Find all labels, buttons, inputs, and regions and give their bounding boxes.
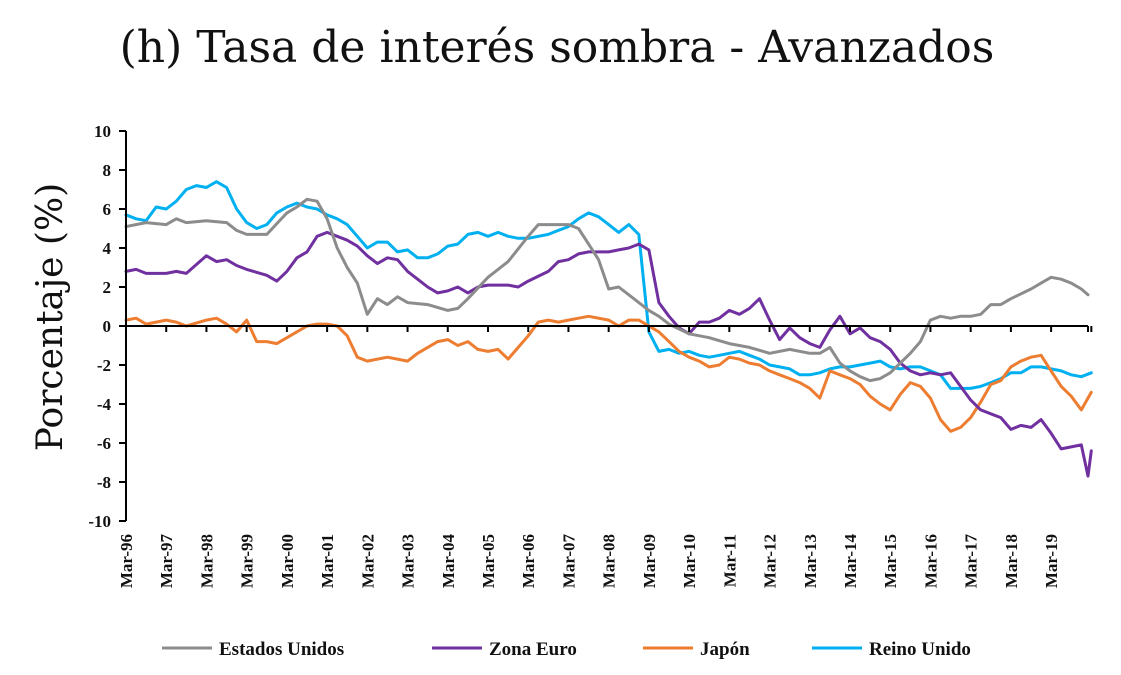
legend-label: Zona Euro bbox=[489, 639, 577, 660]
chart-title: (h) Tasa de interés sombra - Avanzados bbox=[120, 22, 995, 73]
x-tick-label: Mar-15 bbox=[881, 534, 900, 588]
x-tick-label: Mar-09 bbox=[640, 534, 659, 588]
x-tick-label: Mar-13 bbox=[801, 534, 820, 588]
y-tick-label: -2 bbox=[97, 356, 111, 375]
legend-label: Japón bbox=[700, 639, 750, 660]
x-tick-label: Mar-08 bbox=[600, 534, 619, 588]
y-tick-label: 10 bbox=[94, 122, 111, 141]
y-tick-label: 4 bbox=[103, 239, 112, 258]
legend: Estados Unidos Zona Euro Japón Reino Unido bbox=[162, 639, 971, 660]
y-tick-label: -8 bbox=[97, 473, 111, 492]
series-line-estados-unidos bbox=[124, 197, 1090, 383]
x-tick-label: Mar-14 bbox=[841, 534, 860, 589]
y-tick-label: 0 bbox=[103, 317, 112, 336]
series-line-zona-euro bbox=[124, 230, 1093, 478]
y-tick-label: -10 bbox=[88, 512, 111, 531]
x-tick-label: Mar-19 bbox=[1042, 534, 1061, 588]
axes-layer: 10 8 6 4 2 0 -2 -4 -6 -8 -10 Mar-96 Mar-97 Mar-98 Mar-… bbox=[88, 122, 1093, 589]
x-tick-label: Mar-10 bbox=[680, 534, 699, 588]
x-tick-label: Mar-98 bbox=[197, 534, 216, 588]
y-tick-label: 8 bbox=[103, 161, 112, 180]
legend-label: Reino Unido bbox=[869, 639, 971, 660]
x-tick-label: Mar-16 bbox=[921, 534, 940, 588]
y-tick-label: 2 bbox=[103, 278, 112, 297]
y-axis-label: Porcentaje (%) bbox=[30, 183, 71, 451]
x-tick-label: Mar-18 bbox=[1002, 534, 1021, 588]
x-tick-label: Mar-17 bbox=[962, 534, 981, 589]
x-tick-label: Mar-01 bbox=[318, 534, 337, 588]
x-tick-label: Mar-12 bbox=[761, 534, 780, 588]
x-tick-label: Mar-97 bbox=[157, 534, 176, 589]
x-tick-label: Mar-03 bbox=[399, 534, 418, 588]
y-tick-label: -6 bbox=[97, 434, 111, 453]
x-tick-label: Mar-06 bbox=[519, 534, 538, 588]
x-tick-label: Mar-02 bbox=[358, 534, 377, 588]
x-tick-label: Mar-05 bbox=[479, 534, 498, 588]
x-tick-label: Mar-00 bbox=[278, 534, 297, 588]
x-tick-label: Mar-11 bbox=[720, 534, 739, 587]
x-tick-label: Mar-99 bbox=[238, 534, 257, 588]
x-tick-label: Mar-04 bbox=[439, 534, 458, 589]
series-line-reino-unido bbox=[124, 180, 1093, 390]
y-tick-label: -4 bbox=[97, 395, 112, 414]
x-tick-label: Mar-96 bbox=[117, 534, 136, 588]
x-tick-label: Mar-07 bbox=[559, 534, 578, 589]
legend-label: Estados Unidos bbox=[219, 639, 344, 660]
y-tick-label: 6 bbox=[103, 200, 112, 219]
